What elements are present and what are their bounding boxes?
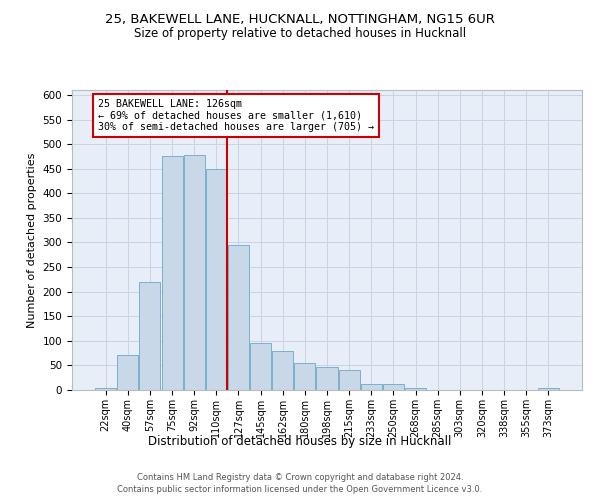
Bar [361,384,382,390]
Bar [228,245,249,390]
Bar [383,384,404,390]
Bar [538,388,559,390]
Bar [139,282,160,390]
Bar [118,354,139,390]
Bar [338,370,359,390]
Bar [316,367,338,390]
Bar [161,156,182,390]
Bar [206,168,227,390]
Y-axis label: Number of detached properties: Number of detached properties [27,152,37,328]
Bar [405,388,426,390]
Bar [250,344,271,390]
Text: Contains public sector information licensed under the Open Government Licence v3: Contains public sector information licen… [118,485,482,494]
Text: Contains HM Land Registry data © Crown copyright and database right 2024.: Contains HM Land Registry data © Crown c… [137,472,463,482]
Text: Distribution of detached houses by size in Hucknall: Distribution of detached houses by size … [148,435,452,448]
Text: 25, BAKEWELL LANE, HUCKNALL, NOTTINGHAM, NG15 6UR: 25, BAKEWELL LANE, HUCKNALL, NOTTINGHAM,… [105,12,495,26]
Text: 25 BAKEWELL LANE: 126sqm
← 69% of detached houses are smaller (1,610)
30% of sem: 25 BAKEWELL LANE: 126sqm ← 69% of detach… [97,99,373,132]
Bar [95,388,116,390]
Bar [295,364,316,390]
Bar [184,155,205,390]
Text: Size of property relative to detached houses in Hucknall: Size of property relative to detached ho… [134,28,466,40]
Bar [272,350,293,390]
